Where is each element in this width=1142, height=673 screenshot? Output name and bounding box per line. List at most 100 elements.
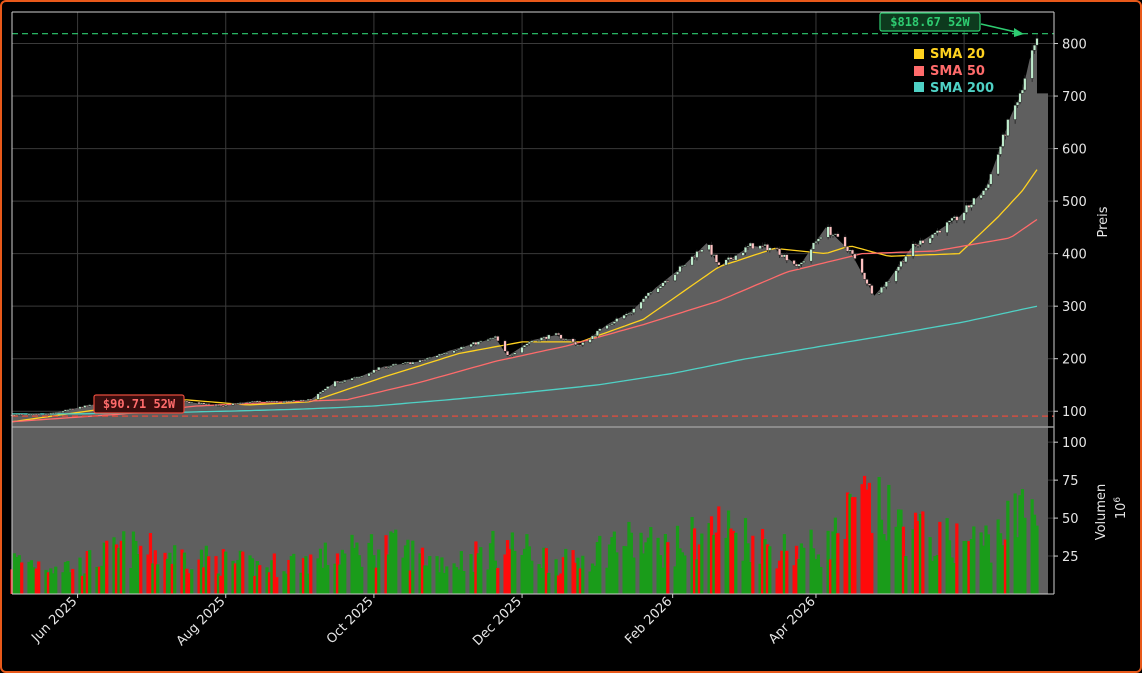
candle-body-181 (625, 313, 629, 316)
volume-bar-272 (933, 555, 937, 594)
volume-bar-47 (168, 552, 172, 594)
volume-bar-270 (928, 537, 932, 594)
candle-body-69 (241, 402, 245, 404)
volume-bar-26 (97, 566, 102, 594)
volume-bar-265 (911, 529, 915, 594)
candle-body-248 (850, 249, 854, 255)
volume-bar-70 (248, 555, 252, 594)
volume-bar-291 (998, 533, 1003, 594)
volume-bar-190 (656, 537, 660, 594)
candle-body-262 (899, 261, 903, 267)
volume-bar-71 (250, 558, 255, 594)
volume-bar-237 (814, 559, 818, 594)
volume-bar-19 (71, 568, 75, 594)
volume-bar-135 (469, 554, 473, 594)
volume-bar-244 (836, 533, 840, 594)
volume-bar-285 (979, 532, 983, 594)
candle-body-5 (27, 413, 31, 416)
volume-bar-179 (615, 552, 619, 594)
high-52w-arrowhead (1014, 28, 1024, 37)
candle-body-159 (547, 334, 551, 340)
volume-bar-23 (85, 551, 89, 594)
candle-body-285 (979, 194, 983, 199)
candle-body-95 (333, 381, 337, 387)
candle-body-209 (717, 262, 721, 266)
volume-bar-152 (525, 534, 529, 594)
volume-bar-147 (508, 549, 512, 594)
candle-body-302 (1035, 38, 1039, 46)
volume-bar-134 (462, 571, 466, 594)
volume-bar-161 (556, 575, 561, 594)
candle-body-60 (214, 404, 218, 406)
volume-bar-239 (819, 566, 823, 594)
candle-body-101 (352, 377, 356, 379)
volume-bar-12 (49, 568, 53, 594)
candle-body-14 (54, 412, 58, 414)
volume-bar-97 (338, 564, 342, 594)
candle-body-92 (321, 390, 325, 393)
volume-bar-295 (1013, 493, 1017, 594)
candle-body-271 (931, 234, 935, 239)
candle-body-106 (369, 372, 373, 375)
volume-bar-122 (423, 565, 427, 594)
volume-bar-175 (605, 567, 609, 594)
volume-bar-125 (435, 556, 439, 594)
volume-bar-50 (180, 549, 184, 594)
volume-bar-144 (496, 568, 500, 594)
volume-bar-230 (792, 565, 796, 594)
high-52w-box (879, 12, 981, 32)
volume-bar-279 (955, 523, 959, 594)
candle-body-234 (802, 260, 806, 263)
candle-body-129 (445, 352, 449, 355)
x-tick-label-4: Feb 2026 (622, 594, 675, 647)
candle-body-22 (83, 405, 87, 408)
volume-bar-286 (981, 545, 986, 594)
candle-body-243 (833, 233, 837, 236)
volume-bar-185 (639, 532, 643, 594)
volume-bar-181 (624, 546, 629, 594)
volume-bar-126 (437, 572, 442, 594)
volume-bar-5 (27, 561, 31, 594)
candle-body-191 (659, 285, 663, 289)
candle-body-163 (561, 338, 565, 340)
volume-bar-228 (782, 534, 786, 594)
candle-body-126 (437, 353, 441, 357)
volume-bar-81 (284, 573, 289, 594)
volume-bar-119 (411, 540, 415, 594)
volume-bar-109 (377, 549, 381, 594)
volume-bar-4 (20, 562, 24, 594)
candle-body-154 (530, 340, 534, 343)
candle-body-83 (289, 400, 293, 402)
volume-bar-22 (83, 573, 87, 594)
candle-body-155 (537, 340, 541, 342)
candle-body-197 (678, 266, 682, 273)
volume-bar-82 (287, 559, 291, 594)
candle-body-171 (591, 335, 595, 340)
candle-body-272 (933, 232, 937, 235)
candle-body-3 (17, 414, 21, 416)
volume-bar-46 (165, 558, 170, 594)
candle-body-99 (343, 380, 347, 383)
candle-body-295 (1013, 105, 1017, 120)
candle-body-66 (233, 403, 237, 405)
volume-bar-3 (17, 555, 21, 594)
volume-bar-226 (777, 560, 782, 594)
candle-body-239 (819, 236, 823, 240)
volume-bar-103 (357, 555, 361, 594)
candle-body-70 (248, 401, 252, 404)
volume-bar-289 (989, 562, 993, 594)
volume-bar-274 (938, 521, 942, 594)
candle-body-212 (729, 257, 733, 260)
candle-body-296 (1016, 101, 1020, 106)
candle-body-253 (867, 283, 871, 286)
volume-bar-30 (112, 537, 116, 594)
volume-bar-102 (355, 542, 359, 594)
candle-body-147 (508, 355, 512, 357)
volume-bar-104 (360, 566, 364, 594)
volume-bar-143 (493, 560, 497, 594)
candle-body-141 (488, 338, 492, 340)
candle-body-225 (775, 247, 779, 249)
volume-bar-199 (683, 555, 687, 594)
candle-body-233 (799, 262, 803, 265)
